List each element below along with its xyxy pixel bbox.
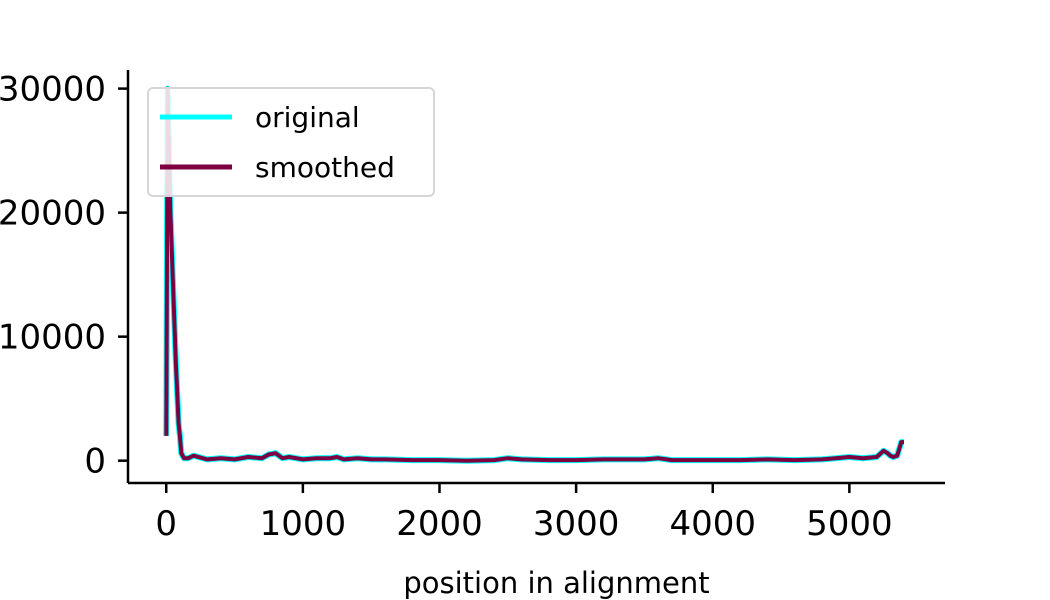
x-tick-label: 4000 xyxy=(669,504,756,544)
x-tick-label: 5000 xyxy=(806,504,893,544)
y-tick-label: 30000 xyxy=(0,70,106,110)
x-tick-label: 1000 xyxy=(260,504,347,544)
y-ticks: 0 10000 20000 30000 xyxy=(0,70,128,482)
y-tick-label: 10000 xyxy=(0,318,106,358)
y-tick-label: 0 xyxy=(84,442,106,482)
x-ticks: 0 1000 2000 3000 4000 5000 xyxy=(155,483,893,544)
axes: 0 1000 2000 3000 4000 5000 0 10000 20000 30000 xyxy=(0,70,945,544)
x-tick-label: 0 xyxy=(155,504,177,544)
legend-label-original: original xyxy=(255,101,360,134)
series-line-smoothed xyxy=(164,86,904,463)
x-axis-title: position in alignment xyxy=(403,566,709,600)
plot-lines xyxy=(163,85,905,464)
x-tick-label: 2000 xyxy=(396,504,483,544)
legend: original smoothed xyxy=(147,87,435,197)
y-tick-label: 20000 xyxy=(0,194,106,234)
legend-label-smoothed: smoothed xyxy=(255,151,395,184)
x-tick-label: 3000 xyxy=(533,504,620,544)
